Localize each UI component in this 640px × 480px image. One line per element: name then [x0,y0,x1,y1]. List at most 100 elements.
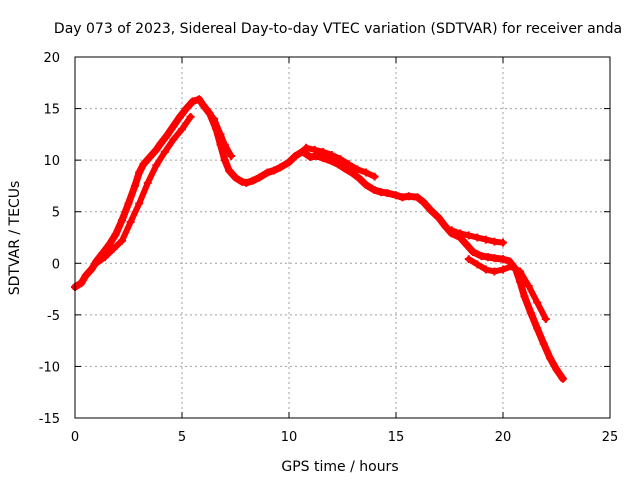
data-point [336,155,345,164]
data-point [349,169,358,178]
data-point [227,152,236,161]
data-point [462,240,471,249]
data-point [143,178,152,187]
data-point [558,374,567,383]
data-point [186,112,195,121]
data-point [199,101,208,110]
data-point [398,193,407,202]
data-point [526,308,535,317]
x-tick-label: 20 [495,430,512,445]
data-point [210,114,219,123]
grid-lines [75,57,610,418]
data-point [109,244,118,253]
data-point [285,158,293,167]
data-point [473,260,482,269]
data-point [124,199,133,208]
data-point [546,354,555,363]
data-point [152,145,161,154]
x-tick-label: 0 [71,430,79,445]
data-point [276,163,285,172]
data-point [533,324,542,333]
data-point [484,253,493,262]
data-point [188,97,197,106]
data-point [362,168,371,177]
data-point [100,253,109,262]
chart-title: Day 073 of 2023, Sidereal Day-to-day VTE… [54,21,622,37]
y-tick-label: -10 [39,360,60,375]
data-point [231,173,240,182]
series-SDTVAR-secondary [92,112,550,323]
data-point [464,231,473,240]
data-point [524,281,533,290]
data-point [163,131,172,140]
data-point [255,173,264,182]
data-point [533,298,542,307]
data-point [263,168,272,177]
y-axis-label: SDTVAR / TECUs [7,181,23,296]
data-point [353,165,362,174]
data-point [505,257,514,266]
data-point [539,339,548,348]
data-point [499,238,507,247]
data-point [434,213,443,222]
series-branch [93,113,194,267]
y-tick-label: 0 [52,257,60,272]
data-point [175,112,184,121]
data-point [216,130,225,139]
data-point [225,166,234,175]
data-point [447,226,456,235]
data-point [297,147,306,156]
data-point [541,314,550,323]
data-point [270,166,279,175]
data-point [169,135,178,144]
data-point [370,172,379,181]
data-point [477,252,486,261]
data-point [481,235,490,244]
data-point [88,264,97,273]
data-point [473,233,482,242]
tick-labels: 0 5 10 15 20 25 -15 -10 -5 0 5 10 15 20 [39,51,619,445]
data-point [135,168,144,177]
data-point [310,145,319,154]
data-point [362,180,371,189]
data-point [490,267,499,276]
y-tick-label: -5 [47,309,60,324]
data-point [145,153,154,162]
y-tick-label: 15 [43,103,60,118]
y-tick-label: 5 [52,206,60,221]
data-point [105,240,114,249]
data-point [490,254,499,263]
data-point [156,139,165,148]
data-point [499,265,507,274]
data-point [334,160,343,169]
y-tick-label: 20 [43,51,60,66]
data-point [426,205,435,214]
x-tick-label: 25 [602,430,619,445]
data-point [169,122,178,131]
data-point [242,178,251,187]
data-point [490,237,499,246]
data-point [377,188,386,197]
data-point [160,147,169,156]
data-point [130,181,139,190]
data-point [152,161,161,170]
data-point [392,191,400,200]
data-point [118,236,127,245]
data-point [404,192,413,201]
data-point [413,193,422,202]
data-point [344,160,353,169]
data-point [237,177,246,186]
data-point [441,222,450,231]
data-point [370,186,379,195]
data-point [481,265,490,274]
data-point [520,292,529,301]
series-SDTVAR [71,95,567,383]
data-point [499,255,507,264]
data-point [383,189,392,198]
data-point [456,229,465,238]
x-axis-label: GPS time / hours [281,459,398,475]
data-point [195,95,204,104]
data-point [248,176,257,185]
data-point [81,271,90,280]
